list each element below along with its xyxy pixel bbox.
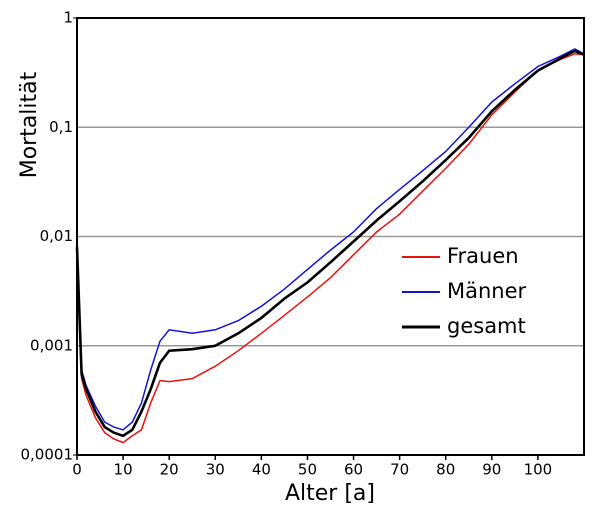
- x-tick-label: 50: [298, 461, 317, 479]
- x-tick-label: 40: [252, 461, 271, 479]
- y-axis-label: Mortalität: [17, 71, 42, 178]
- x-tick-label: 0: [72, 461, 82, 479]
- x-tick-label: 10: [114, 461, 133, 479]
- x-tick-label: 60: [344, 461, 363, 479]
- series-line: [76, 48, 585, 431]
- x-tick-label: 100: [524, 461, 553, 479]
- x-tick-label: 70: [390, 461, 409, 479]
- series-line: [75, 49, 585, 438]
- y-tick-label: 0,01: [40, 227, 73, 245]
- y-tick-label: 0,001: [30, 336, 73, 354]
- y-tick-label: 0,0001: [21, 446, 74, 464]
- series-line: [76, 53, 585, 444]
- legend-label: Männer: [447, 279, 527, 303]
- x-tick-label: 90: [482, 461, 501, 479]
- x-tick-label: 30: [206, 461, 225, 479]
- legend-label: gesamt: [447, 314, 526, 338]
- y-tick-label: 1: [63, 9, 73, 27]
- x-tick-label: 80: [436, 461, 455, 479]
- x-tick-label: 20: [160, 461, 179, 479]
- y-tick-label: 0,1: [49, 118, 73, 136]
- plot-frame: [76, 17, 585, 456]
- x-axis-label: Alter [a]: [285, 481, 375, 506]
- legend-label: Frauen: [447, 244, 519, 268]
